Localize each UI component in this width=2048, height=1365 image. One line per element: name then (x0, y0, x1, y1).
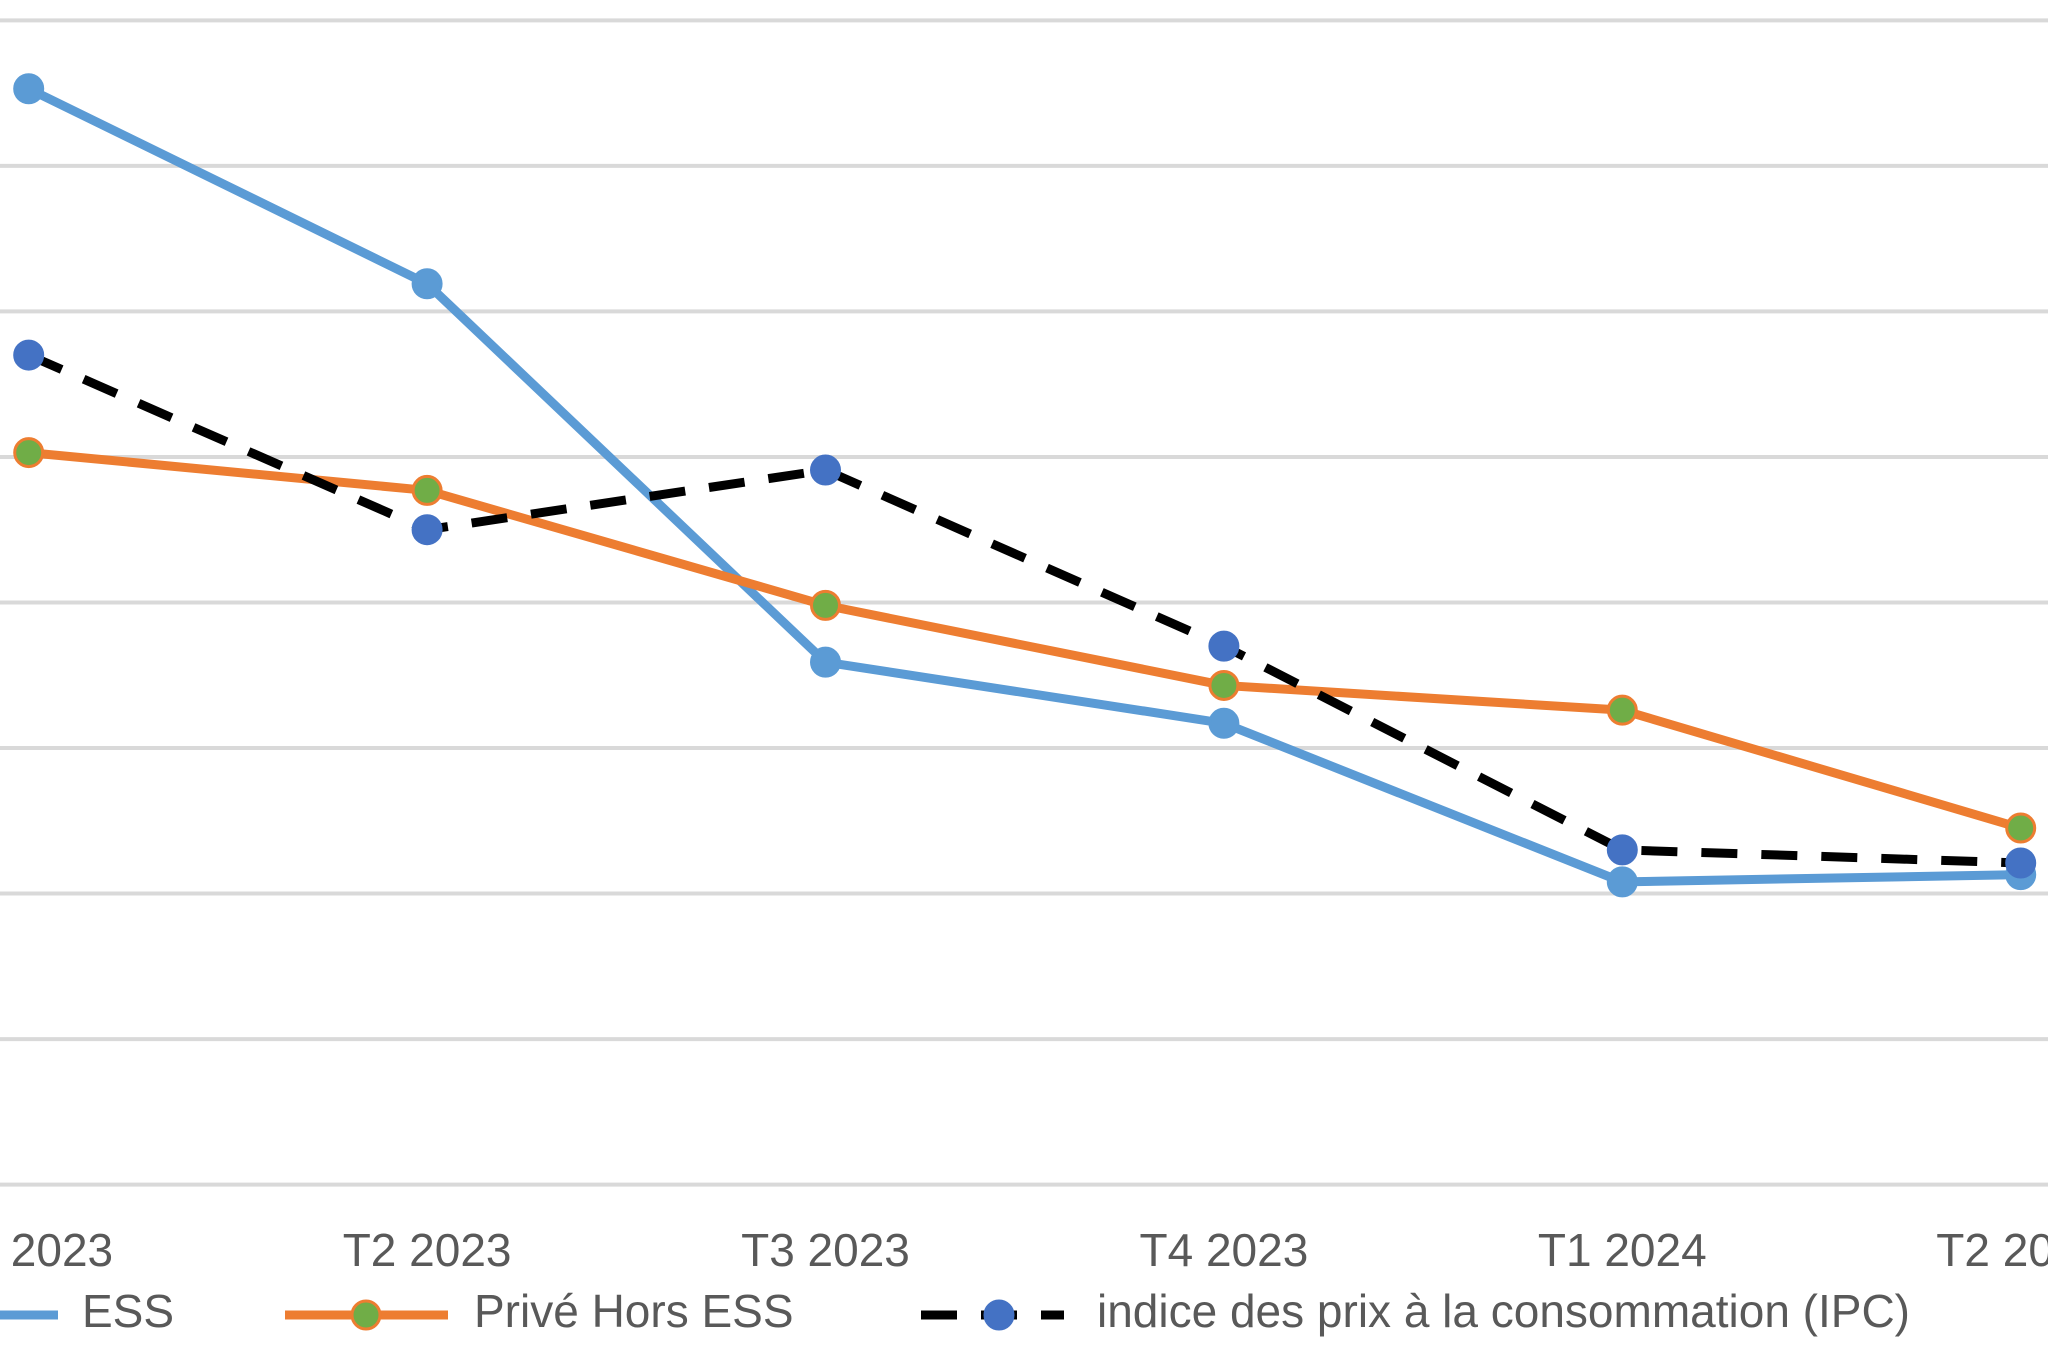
point-marker (411, 514, 443, 546)
point-marker (1606, 834, 1638, 866)
point-marker (1208, 669, 1240, 701)
point-marker (1606, 694, 1638, 726)
series-line (26, 350, 2021, 868)
x-tick-label: T4 2023 (1140, 1224, 1309, 1276)
point-marker (810, 646, 841, 678)
point-marker (411, 474, 443, 506)
point-marker (2005, 847, 2037, 879)
legend-label: indice des prix à la consommation (IPC) (1097, 1285, 1910, 1337)
x-tick-label: T1 2023 (0, 1224, 113, 1276)
point-marker (13, 339, 45, 371)
point-marker (810, 454, 841, 486)
point-marker (1606, 866, 1638, 898)
legend-marker (350, 1299, 382, 1331)
point-marker (411, 268, 443, 300)
series-line (28, 448, 2022, 833)
point-marker (810, 589, 841, 621)
point-marker (13, 437, 45, 469)
x-tick-label: T3 2023 (741, 1224, 910, 1276)
x-tick-label: T1 2024 (1538, 1224, 1707, 1276)
point-marker (13, 73, 45, 105)
point-marker (2005, 812, 2037, 844)
legend-label: Privé Hors ESS (474, 1285, 794, 1337)
legend-marker (983, 1299, 1015, 1331)
series-line (26, 84, 2021, 887)
point-marker (1208, 630, 1240, 662)
point-marker (1208, 707, 1240, 739)
legend-label: ESS (82, 1285, 174, 1337)
x-tick-label: T2 2024 (1936, 1224, 2048, 1276)
x-tick-label: T2 2023 (343, 1224, 512, 1276)
